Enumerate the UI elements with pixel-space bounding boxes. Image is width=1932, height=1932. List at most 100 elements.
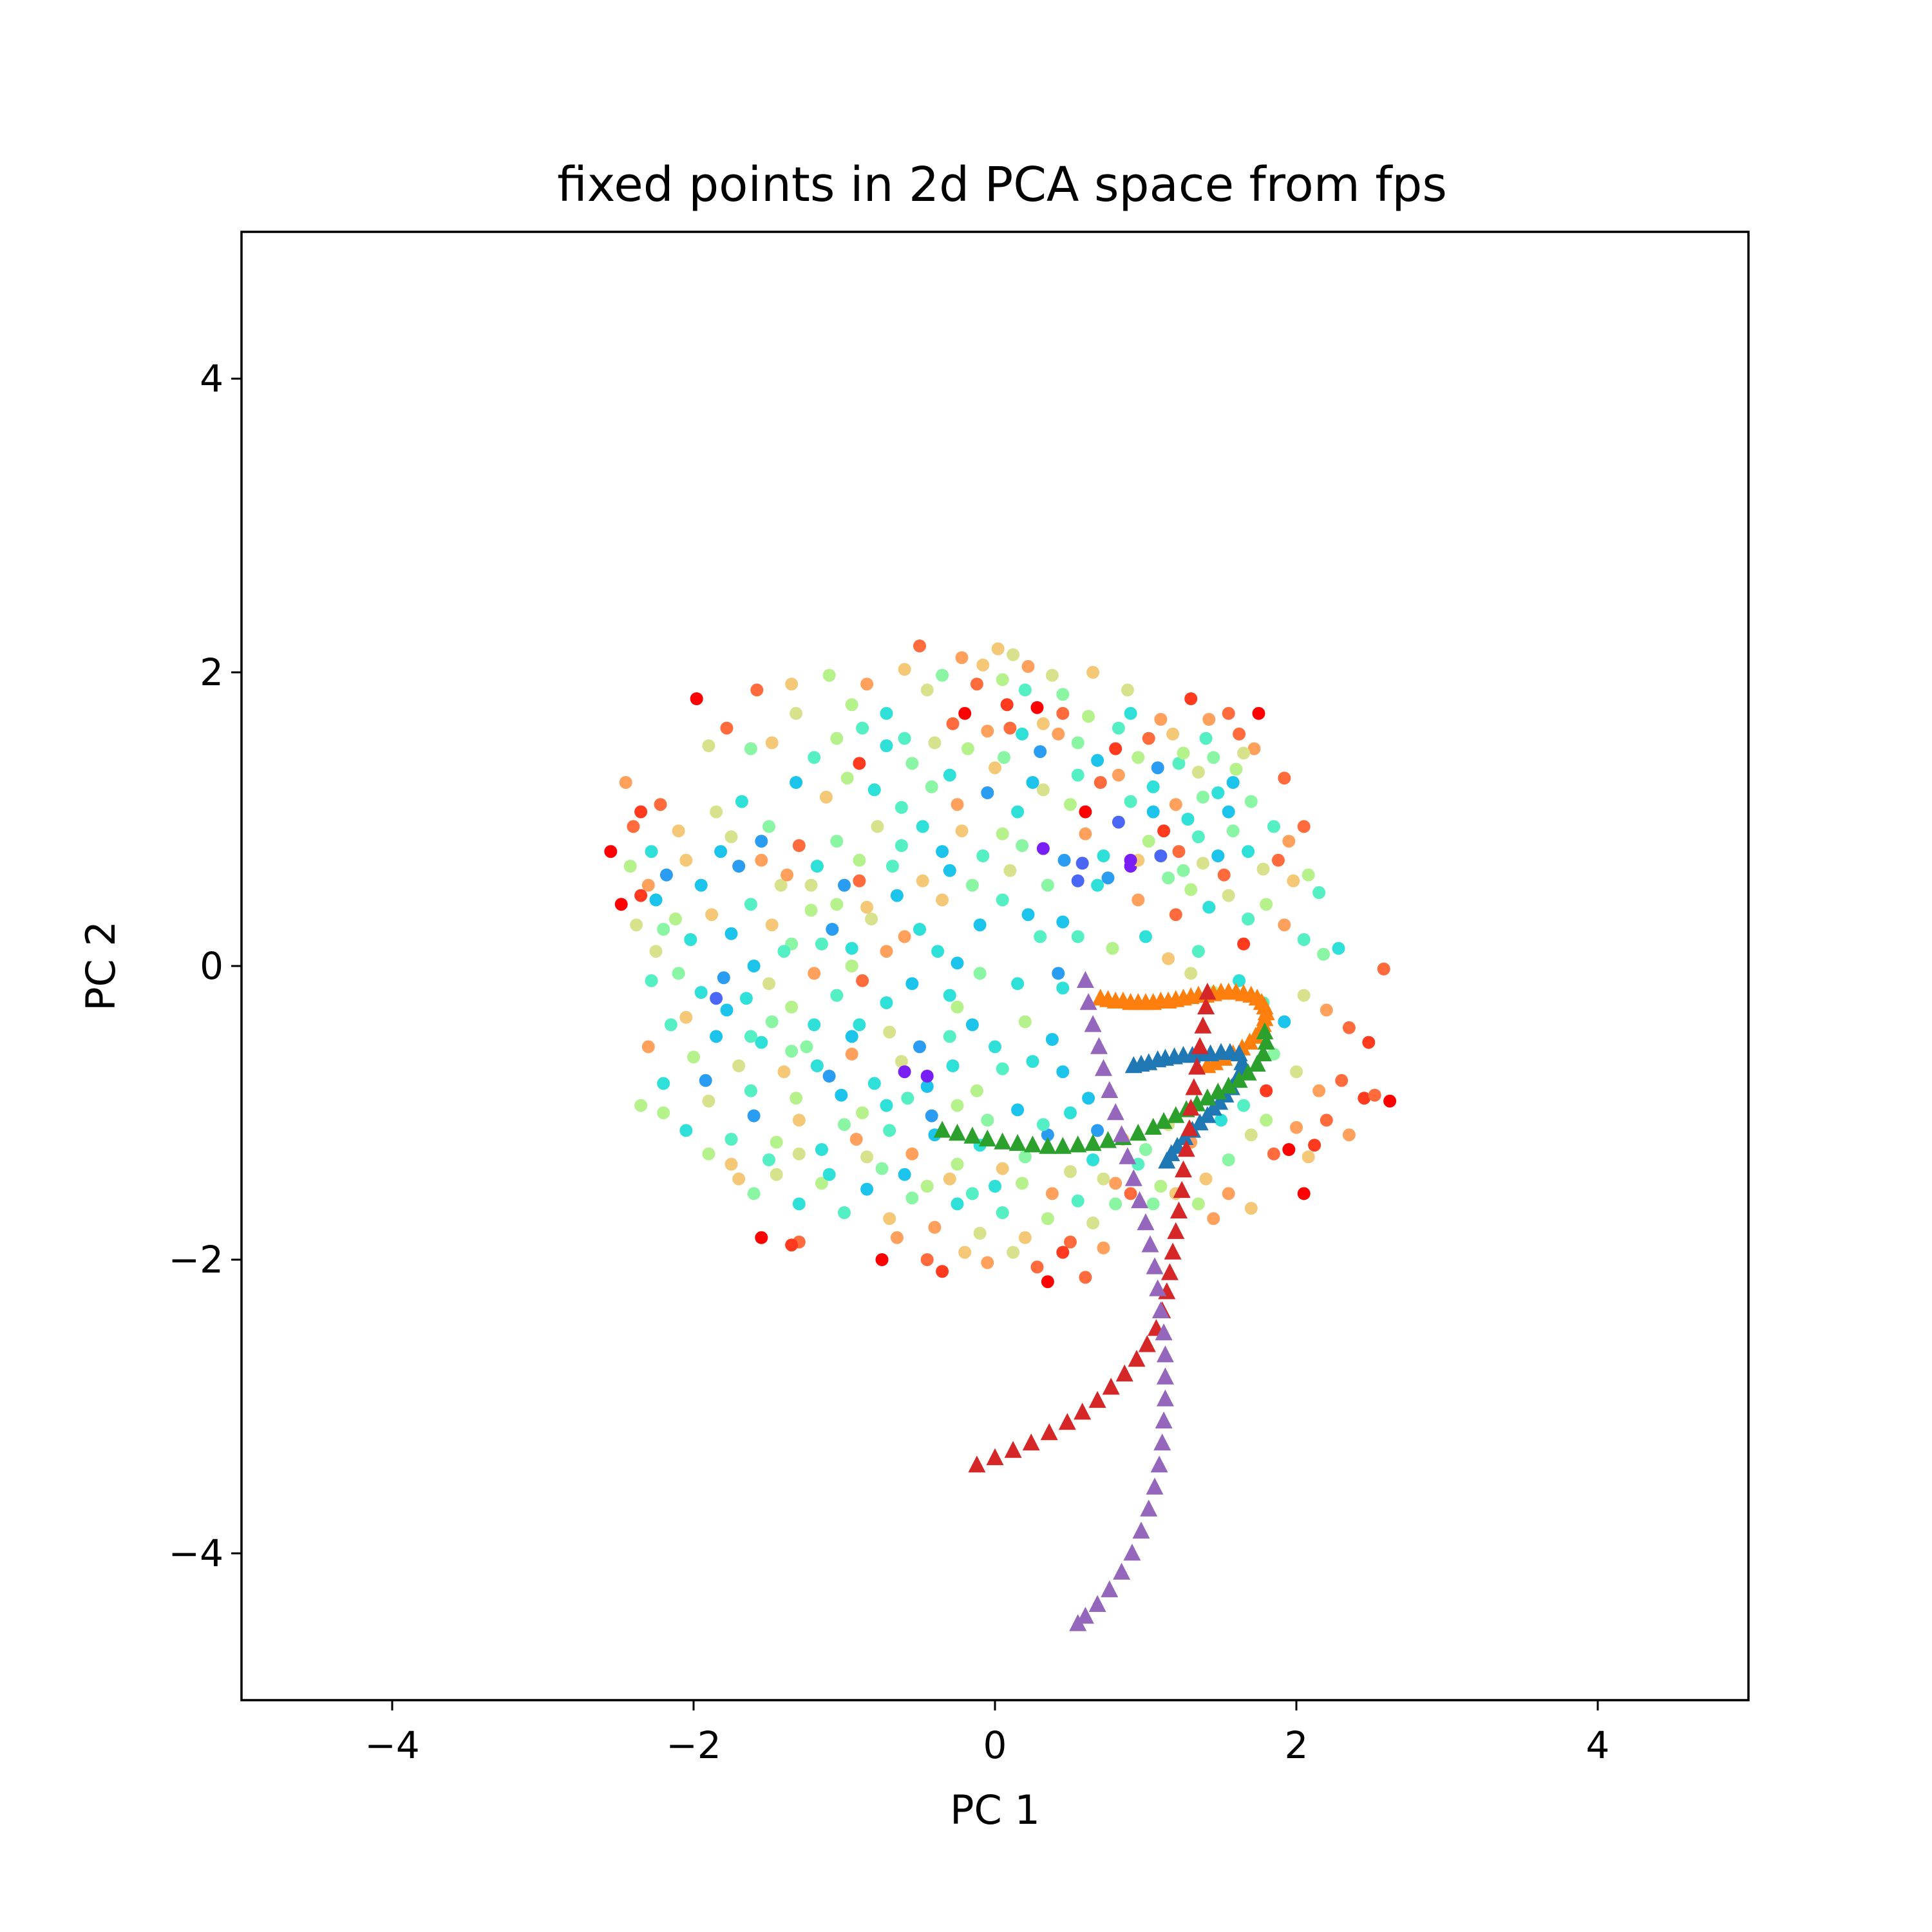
trajectory-point bbox=[1185, 1078, 1203, 1095]
fixed-point bbox=[710, 992, 723, 1005]
trajectory-point bbox=[1140, 1499, 1158, 1517]
fixed-point bbox=[672, 824, 685, 838]
fixed-point bbox=[735, 795, 748, 808]
fixed-point bbox=[1162, 871, 1175, 885]
fixed-point bbox=[1244, 1128, 1258, 1142]
trajectory-point bbox=[994, 1132, 1012, 1150]
fixed-point bbox=[840, 772, 854, 785]
fixed-point bbox=[762, 977, 775, 990]
trajectory-point bbox=[1160, 1263, 1179, 1280]
fixed-point bbox=[853, 874, 866, 887]
fixed-point bbox=[679, 1010, 693, 1024]
fixed-point bbox=[958, 1245, 972, 1259]
fixed-point bbox=[710, 805, 723, 819]
fixed-point bbox=[785, 677, 799, 691]
trajectory-point bbox=[1088, 1595, 1106, 1612]
fixed-point bbox=[774, 878, 788, 892]
fixed-point bbox=[905, 757, 919, 770]
fixed-point bbox=[1018, 1015, 1032, 1028]
fixed-point bbox=[1082, 1092, 1095, 1105]
fixed-point bbox=[664, 1018, 677, 1032]
trajectory-point bbox=[1156, 1345, 1174, 1363]
trajectory-point bbox=[978, 1130, 996, 1147]
fixed-point bbox=[1297, 989, 1311, 1002]
fixed-point bbox=[1026, 1055, 1039, 1068]
fixed-point bbox=[943, 989, 956, 1002]
fixed-point bbox=[1308, 1139, 1321, 1152]
fixed-point bbox=[951, 1197, 964, 1211]
trajectory-point bbox=[1099, 1131, 1117, 1148]
fixed-point bbox=[996, 827, 1009, 840]
fixed-point bbox=[1007, 1245, 1020, 1259]
fixed-point bbox=[1056, 1245, 1070, 1259]
fixed-point bbox=[657, 1077, 670, 1090]
fixed-point bbox=[1342, 1128, 1356, 1142]
fixed-point bbox=[790, 1092, 803, 1105]
fixed-point bbox=[1282, 835, 1296, 848]
trajectory-point bbox=[1054, 1137, 1072, 1154]
fixed-point bbox=[951, 1000, 964, 1014]
fixed-point bbox=[1018, 1150, 1032, 1164]
fixed-point bbox=[856, 974, 869, 987]
fixed-point bbox=[1222, 1187, 1235, 1200]
fixed-point bbox=[654, 798, 667, 811]
fixed-point bbox=[1124, 1187, 1137, 1200]
fixed-point bbox=[1091, 753, 1104, 767]
fixed-point bbox=[1302, 868, 1315, 882]
trajectory-point bbox=[1155, 1112, 1173, 1129]
fixed-point bbox=[898, 732, 911, 745]
fixed-point bbox=[1071, 736, 1084, 750]
trajectory-point bbox=[1173, 1180, 1191, 1198]
fixed-point bbox=[755, 1036, 768, 1049]
fixed-point bbox=[1260, 898, 1273, 911]
fixed-point bbox=[838, 878, 851, 892]
fixed-point bbox=[792, 1197, 806, 1211]
fixed-point bbox=[996, 1162, 1009, 1175]
trajectory-point bbox=[1155, 1323, 1173, 1341]
fixed-point bbox=[1064, 1165, 1077, 1179]
fixed-point bbox=[835, 1088, 848, 1102]
fixed-point bbox=[1278, 918, 1291, 932]
fixed-point bbox=[880, 739, 893, 752]
fixed-point bbox=[1290, 1065, 1303, 1079]
trajectory-point bbox=[1069, 1614, 1087, 1631]
fixed-point bbox=[641, 878, 655, 892]
fixed-point bbox=[1226, 824, 1240, 838]
fixed-point bbox=[905, 977, 919, 990]
fixed-point bbox=[880, 1099, 893, 1112]
x-tick-label: −2 bbox=[666, 1723, 721, 1767]
fixed-point bbox=[1211, 849, 1225, 862]
fixed-point bbox=[856, 1106, 869, 1119]
fixed-point bbox=[1112, 815, 1125, 829]
fixed-point bbox=[1101, 871, 1115, 885]
fixed-point bbox=[1082, 710, 1095, 723]
trajectory-point bbox=[1058, 1413, 1076, 1430]
fixed-point bbox=[895, 839, 908, 852]
trajectory-point bbox=[1124, 1169, 1142, 1186]
fixed-point bbox=[762, 1153, 775, 1166]
fixed-point bbox=[744, 742, 757, 755]
fixed-point bbox=[1011, 805, 1025, 819]
trajectory-point bbox=[1076, 1607, 1094, 1624]
fixed-point bbox=[916, 820, 929, 833]
fixed-point bbox=[951, 1099, 964, 1112]
fixed-point bbox=[1121, 683, 1134, 697]
fixed-point bbox=[1242, 845, 1255, 858]
fixed-point bbox=[1000, 698, 1014, 712]
trajectory-point bbox=[1095, 1059, 1112, 1076]
fixed-point bbox=[822, 668, 836, 682]
fixed-point bbox=[1041, 1212, 1054, 1226]
y-tick-label: 4 bbox=[200, 357, 223, 401]
fixed-point bbox=[1071, 1194, 1084, 1208]
fixed-point bbox=[989, 1040, 1001, 1054]
fixed-point bbox=[1267, 1147, 1280, 1160]
trajectory-point bbox=[1024, 1135, 1041, 1153]
fixed-point bbox=[853, 757, 866, 770]
trajectory-point bbox=[1076, 971, 1094, 988]
fixed-point bbox=[1056, 1065, 1070, 1079]
fixed-point bbox=[822, 1070, 836, 1083]
fixed-point bbox=[1052, 727, 1065, 741]
fixed-point bbox=[853, 1018, 866, 1032]
fixed-point bbox=[1041, 1275, 1054, 1289]
fixed-point bbox=[1071, 874, 1084, 887]
